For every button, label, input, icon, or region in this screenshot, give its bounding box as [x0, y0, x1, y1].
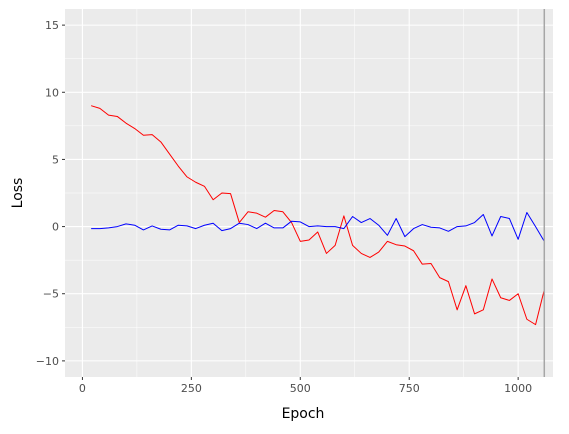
x-tick-label: 0: [79, 382, 86, 395]
y-axis-title: Loss: [10, 178, 26, 209]
y-tick-label: −5: [43, 288, 59, 301]
y-tick-label: 15: [45, 19, 59, 32]
major-grid: [65, 9, 553, 377]
x-axis-ticks: 0 250 500 750 1000: [79, 377, 532, 395]
series-line-2: [91, 211, 545, 242]
x-tick-label: 1000: [504, 382, 532, 395]
y-tick-label: 0: [52, 221, 59, 234]
series-layer: [90, 105, 545, 326]
x-axis-title: Epoch: [282, 406, 325, 422]
y-tick-label: 5: [52, 153, 59, 166]
series-line-1: [90, 105, 545, 326]
y-tick-label: 10: [45, 86, 59, 99]
y-axis-ticks: −10 −5 0 5 10 15: [36, 19, 65, 368]
minor-grid: [65, 9, 553, 377]
x-tick-label: 250: [181, 382, 202, 395]
x-tick-label: 500: [290, 382, 311, 395]
x-tick-label: 750: [399, 382, 420, 395]
y-tick-label: −10: [36, 355, 59, 368]
